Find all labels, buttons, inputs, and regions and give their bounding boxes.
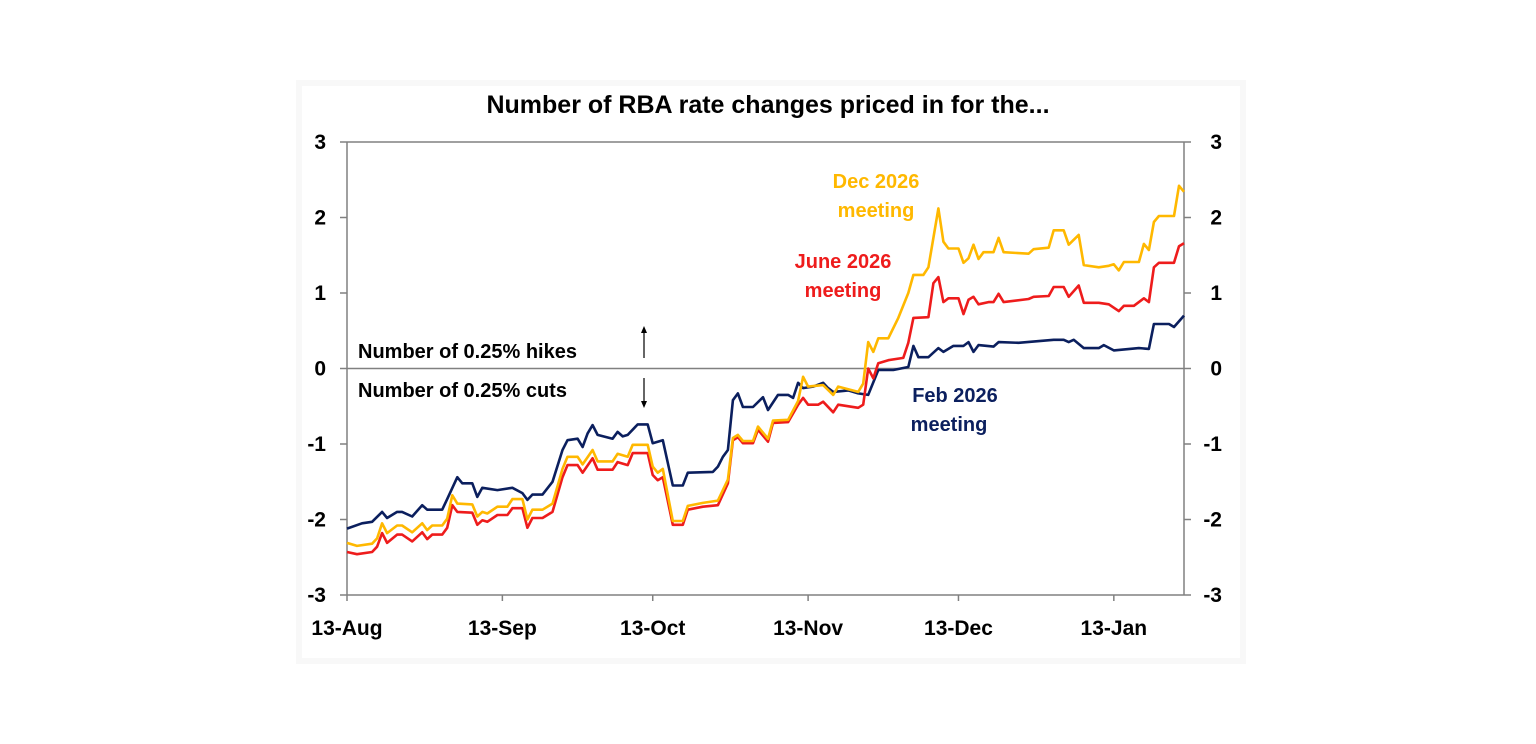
series-line-june-2026-meeting: [346, 242, 1185, 556]
up-arrow-icon: [641, 326, 647, 358]
series-label-dec-2026: Dec 2026 meeting: [833, 171, 920, 222]
y-tick-label-left: -3: [307, 584, 326, 607]
x-tick-label: 13-Oct: [620, 617, 685, 640]
svg-text:June 2026: June 2026: [795, 251, 892, 273]
down-arrow-icon: [641, 378, 647, 408]
y-tick-label-right: -1: [1203, 433, 1222, 456]
y-tick-label-right: -2: [1203, 509, 1222, 532]
svg-text:meeting: meeting: [838, 200, 915, 222]
y-tick-label-right: 1: [1210, 282, 1222, 305]
hikes-annotation: Number of 0.25% hikes: [358, 341, 577, 363]
x-tick-label: 13-Nov: [773, 617, 843, 640]
y-tick-label-left: 3: [314, 131, 326, 154]
series-lines: [346, 184, 1185, 556]
y-tick-label-left: -1: [307, 433, 326, 456]
chart-title: Number of RBA rate changes priced in for…: [486, 91, 1049, 119]
svg-text:Dec 2026: Dec 2026: [833, 171, 920, 193]
series-label-june-2026: June 2026 meeting: [795, 251, 892, 302]
y-tick-label-right: 2: [1210, 207, 1222, 230]
y-tick-label-right: 3: [1210, 131, 1222, 154]
x-tick-label: 13-Sep: [468, 617, 537, 640]
y-tick-label-left: -2: [307, 509, 326, 532]
svg-text:meeting: meeting: [805, 280, 882, 302]
y-tick-label-left: 2: [314, 207, 326, 230]
x-tick-label: 13-Dec: [924, 617, 993, 640]
series-label-feb-2026: Feb 2026 meeting: [911, 385, 998, 436]
y-tick-label-left: 0: [314, 358, 326, 381]
x-tick-label: 13-Jan: [1081, 617, 1148, 640]
y-tick-label-right: -3: [1203, 584, 1222, 607]
x-tick-label: 13-Aug: [311, 617, 382, 640]
svg-text:meeting: meeting: [911, 414, 988, 436]
svg-text:Feb 2026: Feb 2026: [912, 385, 998, 407]
series-line-feb-2026-meeting: [346, 314, 1185, 530]
cuts-annotation: Number of 0.25% cuts: [358, 380, 567, 402]
y-tick-label-left: 1: [314, 282, 326, 305]
axes: 3 3 2 2 1 1 0 0 -1 -1 -2 -2 -3 -3 13-Aug 13-Sep 13-Oct 13…: [307, 131, 1222, 640]
y-tick-label-right: 0: [1210, 358, 1222, 381]
chart-area-background: [302, 86, 1240, 658]
series-line-dec-2026-meeting: [346, 184, 1185, 548]
